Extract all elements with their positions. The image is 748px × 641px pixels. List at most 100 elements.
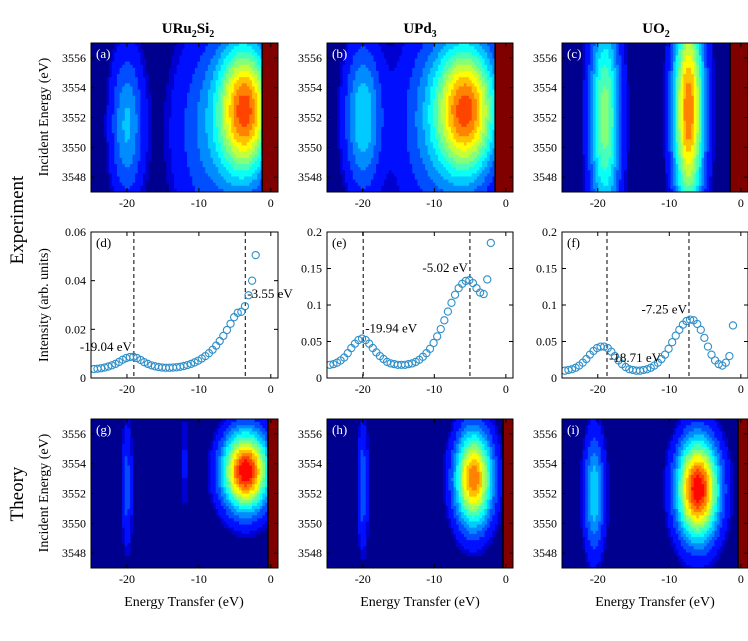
heatmap-cell bbox=[218, 151, 222, 156]
heatmap-cell bbox=[215, 55, 219, 60]
heatmap-cell bbox=[135, 145, 139, 150]
heatmap-cell bbox=[239, 142, 243, 147]
heatmap-cell bbox=[124, 101, 128, 106]
heatmap-cell bbox=[360, 157, 364, 162]
heatmap-cell bbox=[391, 92, 395, 97]
heatmap-cell bbox=[228, 179, 232, 184]
heatmap-cell bbox=[145, 74, 149, 78]
heatmap-cell bbox=[106, 105, 110, 109]
heatmap-cell bbox=[137, 46, 141, 50]
heatmap-cell bbox=[202, 167, 206, 171]
heatmap-cell bbox=[363, 136, 367, 140]
heatmap-cell bbox=[215, 117, 219, 122]
heatmap-cell bbox=[241, 95, 245, 100]
heatmap-cell bbox=[376, 182, 380, 187]
heatmap-cell bbox=[174, 67, 178, 72]
heatmap-cell bbox=[345, 164, 349, 168]
heatmap-cell bbox=[135, 55, 139, 60]
heatmap-cell bbox=[213, 129, 217, 134]
heatmap-cell bbox=[337, 145, 341, 150]
heatmap-cell bbox=[223, 80, 227, 84]
heatmap-cell bbox=[200, 98, 204, 103]
heatmap-cell bbox=[218, 182, 222, 187]
heatmap-cell bbox=[407, 136, 411, 140]
heatmap-cell bbox=[438, 120, 442, 125]
heatmap-cell bbox=[345, 86, 349, 91]
heatmap-cell bbox=[228, 167, 232, 171]
heatmap-cell bbox=[226, 182, 230, 187]
heatmap-cell bbox=[350, 151, 354, 156]
heatmap-cell bbox=[432, 105, 437, 109]
heatmap-cell bbox=[207, 80, 212, 84]
heatmap-cell bbox=[187, 55, 191, 60]
heatmap-cell bbox=[453, 123, 457, 128]
heatmap-cell bbox=[448, 111, 452, 115]
heatmap-cell bbox=[440, 164, 444, 168]
heatmap-cell bbox=[412, 139, 416, 143]
heatmap-cell bbox=[218, 154, 222, 159]
heatmap-cell bbox=[381, 98, 385, 103]
heatmap-cell bbox=[181, 167, 186, 171]
heatmap-cell bbox=[389, 157, 393, 162]
heatmap-cell bbox=[192, 129, 196, 134]
heatmap-cell bbox=[389, 52, 393, 57]
heatmap-cell bbox=[350, 188, 354, 192]
heatmap-cell bbox=[249, 182, 253, 187]
heatmap-cell bbox=[401, 114, 406, 119]
heatmap-cell bbox=[432, 49, 437, 53]
heatmap-cell bbox=[205, 98, 209, 103]
heatmap-cell bbox=[116, 123, 121, 128]
heatmap-cell bbox=[358, 101, 362, 106]
heatmap-cell bbox=[440, 154, 444, 159]
heatmap-cell bbox=[200, 46, 204, 50]
heatmap-cell bbox=[355, 98, 359, 103]
heatmap-cell bbox=[210, 108, 214, 112]
heatmap-cell bbox=[231, 164, 235, 168]
heatmap-cell bbox=[368, 167, 372, 171]
heatmap-cell bbox=[220, 83, 225, 88]
heatmap-cell bbox=[358, 136, 362, 140]
heatmap-cell bbox=[337, 133, 341, 137]
ylabel-intensity: Intensity (arb. units) bbox=[37, 248, 52, 362]
heatmap-cell bbox=[184, 154, 188, 159]
heatmap-cell bbox=[347, 133, 351, 137]
heatmap-cell bbox=[142, 148, 147, 153]
heatmap-cell bbox=[226, 52, 230, 57]
heatmap-cell bbox=[381, 136, 385, 140]
heatmap-cell bbox=[210, 95, 214, 100]
heatmap-cell bbox=[218, 74, 222, 78]
heatmap-cell bbox=[391, 148, 395, 153]
heatmap-cell bbox=[241, 92, 245, 97]
heatmap-cell bbox=[116, 64, 121, 69]
heatmap-cell bbox=[176, 108, 180, 112]
heatmap-cell bbox=[135, 52, 139, 57]
heatmap-cell bbox=[116, 67, 121, 72]
heatmap-cell bbox=[252, 148, 256, 153]
heatmap-cell bbox=[119, 176, 123, 181]
heatmap-cell bbox=[205, 133, 209, 137]
heatmap-cell bbox=[233, 170, 238, 174]
heatmap-cell bbox=[171, 185, 175, 190]
heatmap-cell bbox=[401, 179, 406, 184]
heatmap-cell bbox=[409, 185, 413, 190]
heatmap-cell bbox=[420, 55, 424, 60]
heatmap-cell bbox=[231, 108, 235, 112]
heatmap-cell bbox=[114, 154, 118, 159]
heatmap-cell bbox=[119, 74, 123, 78]
heatmap-cell bbox=[401, 160, 406, 165]
heatmap-cell bbox=[438, 148, 442, 153]
heatmap-cell bbox=[451, 43, 455, 47]
heatmap-cell bbox=[376, 139, 380, 143]
heatmap-cell bbox=[200, 126, 204, 131]
heatmap-cell bbox=[391, 80, 395, 84]
heatmap-cell bbox=[435, 164, 439, 168]
heatmap-cell bbox=[386, 108, 390, 112]
uo2-sub1: 2 bbox=[665, 29, 670, 40]
heatmap-cell bbox=[448, 49, 452, 53]
heatmap-cell bbox=[184, 77, 188, 81]
heatmap-cell bbox=[171, 95, 175, 100]
heatmap-cell bbox=[254, 58, 258, 63]
heatmap-cell bbox=[176, 182, 180, 187]
heatmap-cell bbox=[257, 151, 261, 156]
heatmap-cell bbox=[241, 46, 245, 50]
